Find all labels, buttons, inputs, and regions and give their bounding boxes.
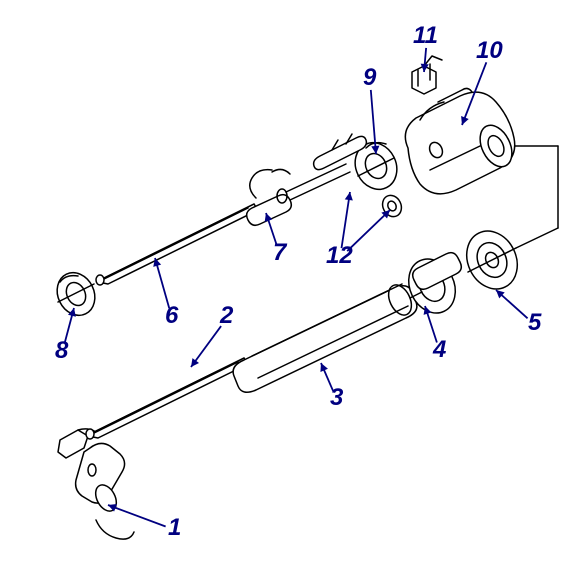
callout-label-3: 3 (330, 384, 343, 412)
part-1-lower-joint (58, 429, 134, 539)
callout-label-4: 4 (433, 336, 446, 364)
callout-label-6: 6 (165, 302, 178, 330)
callout-label-5: 5 (528, 309, 541, 337)
callout-label-11: 11 (413, 22, 438, 50)
part-10-column-housing (405, 88, 518, 193)
part-8-lower-coupling (50, 266, 102, 321)
callout-label-2: 2 (220, 302, 233, 330)
callout-label-10: 10 (476, 37, 503, 65)
callout-label-7: 7 (273, 239, 286, 267)
part-11-ignition-switch (412, 56, 442, 94)
part-2-lower-shaft (86, 358, 248, 439)
callout-label-12: 12 (326, 242, 353, 270)
part-6-upper-shaft (96, 204, 258, 285)
diagram-canvas (0, 0, 577, 563)
part-3-jacket-tube (233, 281, 417, 392)
callout-label-9: 9 (363, 64, 376, 92)
callout-label-1: 1 (168, 514, 181, 542)
callout-label-8: 8 (55, 337, 68, 365)
